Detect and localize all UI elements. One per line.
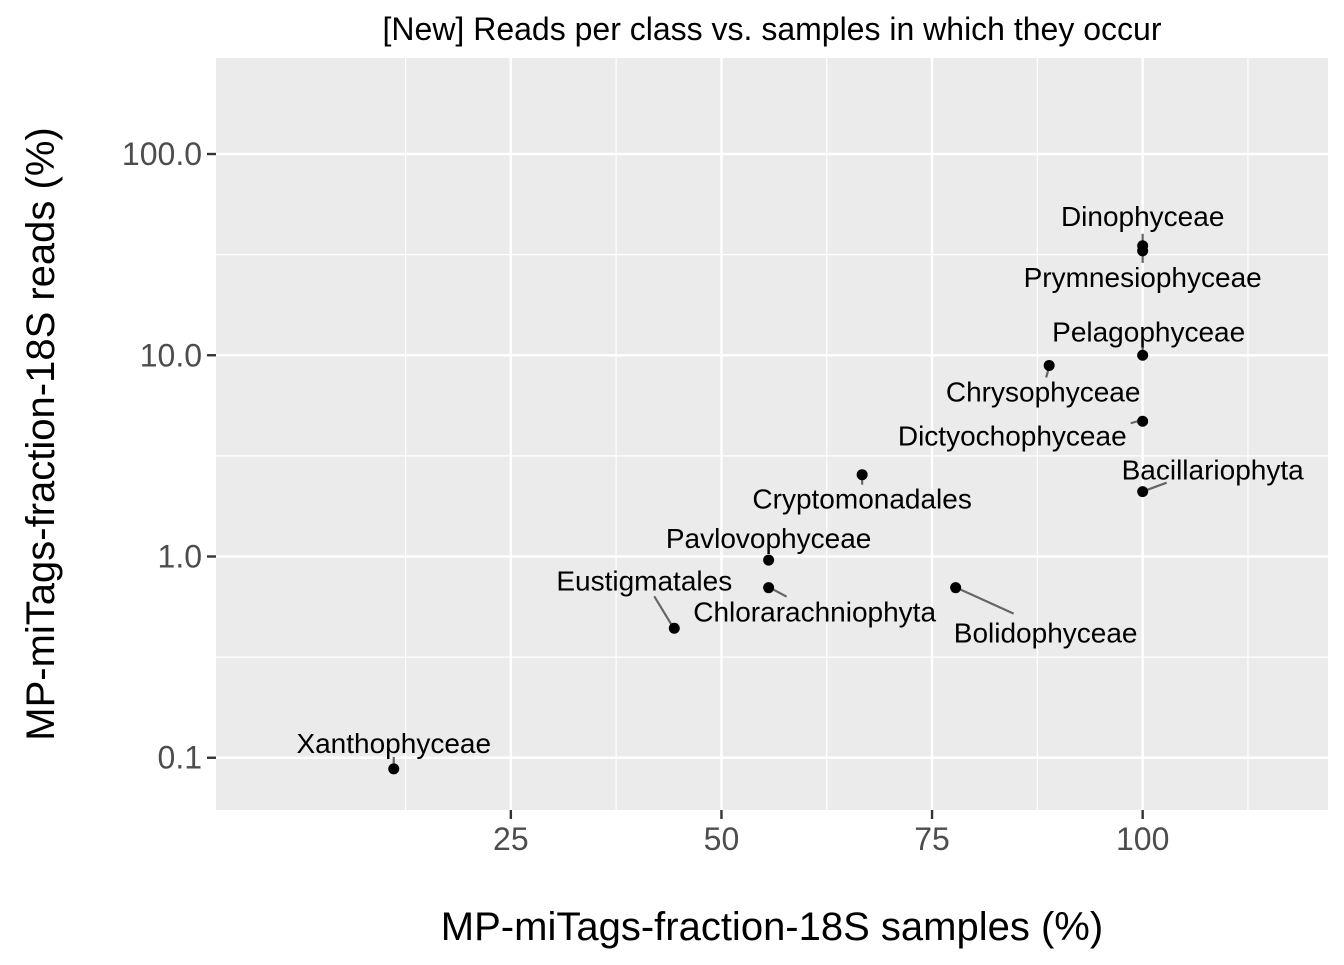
x-tick-label: 50 — [704, 821, 740, 857]
label-leaders — [392, 233, 1168, 765]
chart-title: [New] Reads per class vs. samples in whi… — [383, 11, 1162, 47]
point-pavlovophyceae — [763, 554, 775, 566]
point-xanthophyceae — [388, 763, 400, 775]
label-pelagophyceae: Pelagophyceae — [1052, 316, 1245, 347]
y-axis-title: MP-miTags-fraction-18S reads (%) — [19, 127, 63, 741]
label-dictyochophyceae: Dictyochophyceae — [898, 420, 1127, 451]
y-tick-label: 0.1 — [158, 740, 202, 776]
label-dinophyceae: Dinophyceae — [1061, 201, 1224, 232]
label-chrysophyceae: Chrysophyceae — [946, 376, 1141, 407]
point-chrysophyceae — [1043, 359, 1055, 371]
leader-line-dictyochophyceae — [1130, 420, 1138, 425]
point-prymnesiophyceae — [1137, 245, 1149, 257]
point-bolidophyceae — [950, 582, 962, 594]
label-bolidophyceae: Bolidophyceae — [954, 618, 1138, 649]
x-axis-title: MP-miTags-fraction-18S samples (%) — [441, 905, 1103, 949]
plot-panel — [216, 58, 1328, 810]
label-cryptomonadales: Cryptomonadales — [752, 484, 971, 515]
leader-line-chlorarachniophyta — [773, 588, 788, 598]
x-tick-label: 100 — [1116, 821, 1169, 857]
x-tick-label: 25 — [493, 821, 529, 857]
point-dictyochophyceae — [1137, 415, 1149, 427]
x-tick-label: 75 — [914, 821, 950, 857]
leader-line-bacillariophyta — [1147, 481, 1168, 491]
label-bacillariophyta: Bacillariophyta — [1122, 455, 1305, 486]
label-prymnesiophyceae: Prymnesiophyceae — [1024, 262, 1262, 293]
data-points — [388, 240, 1149, 775]
point-chlorarachniophyta — [763, 582, 775, 594]
label-pavlovophyceae: Pavlovophyceae — [666, 523, 871, 554]
label-chlorarachniophyta: Chlorarachniophyta — [693, 597, 936, 628]
point-pelagophyceae — [1137, 349, 1149, 361]
label-eustigmatales: Eustigmatales — [556, 565, 732, 596]
point-bacillariophyta — [1137, 486, 1149, 498]
data-labels: Dinophyceae Prymnesiophyceae Pelagophyceae… — [296, 201, 1304, 759]
leader-line-chrysophyceae — [1045, 370, 1050, 378]
point-cryptomonadales — [856, 469, 868, 481]
y-tick-label: 10.0 — [140, 337, 202, 373]
y-tick-label: 100.0 — [122, 136, 202, 172]
axis-ticks: 25 50 75 100 0.1 1.0 10.0 100.0 — [122, 136, 1169, 857]
point-eustigmatales — [668, 622, 680, 634]
y-tick-label: 1.0 — [158, 539, 202, 575]
leader-line-eustigmatales — [653, 595, 673, 625]
label-xanthophyceae: Xanthophyceae — [296, 728, 491, 759]
leader-line-bolidophyceae — [960, 588, 1015, 615]
